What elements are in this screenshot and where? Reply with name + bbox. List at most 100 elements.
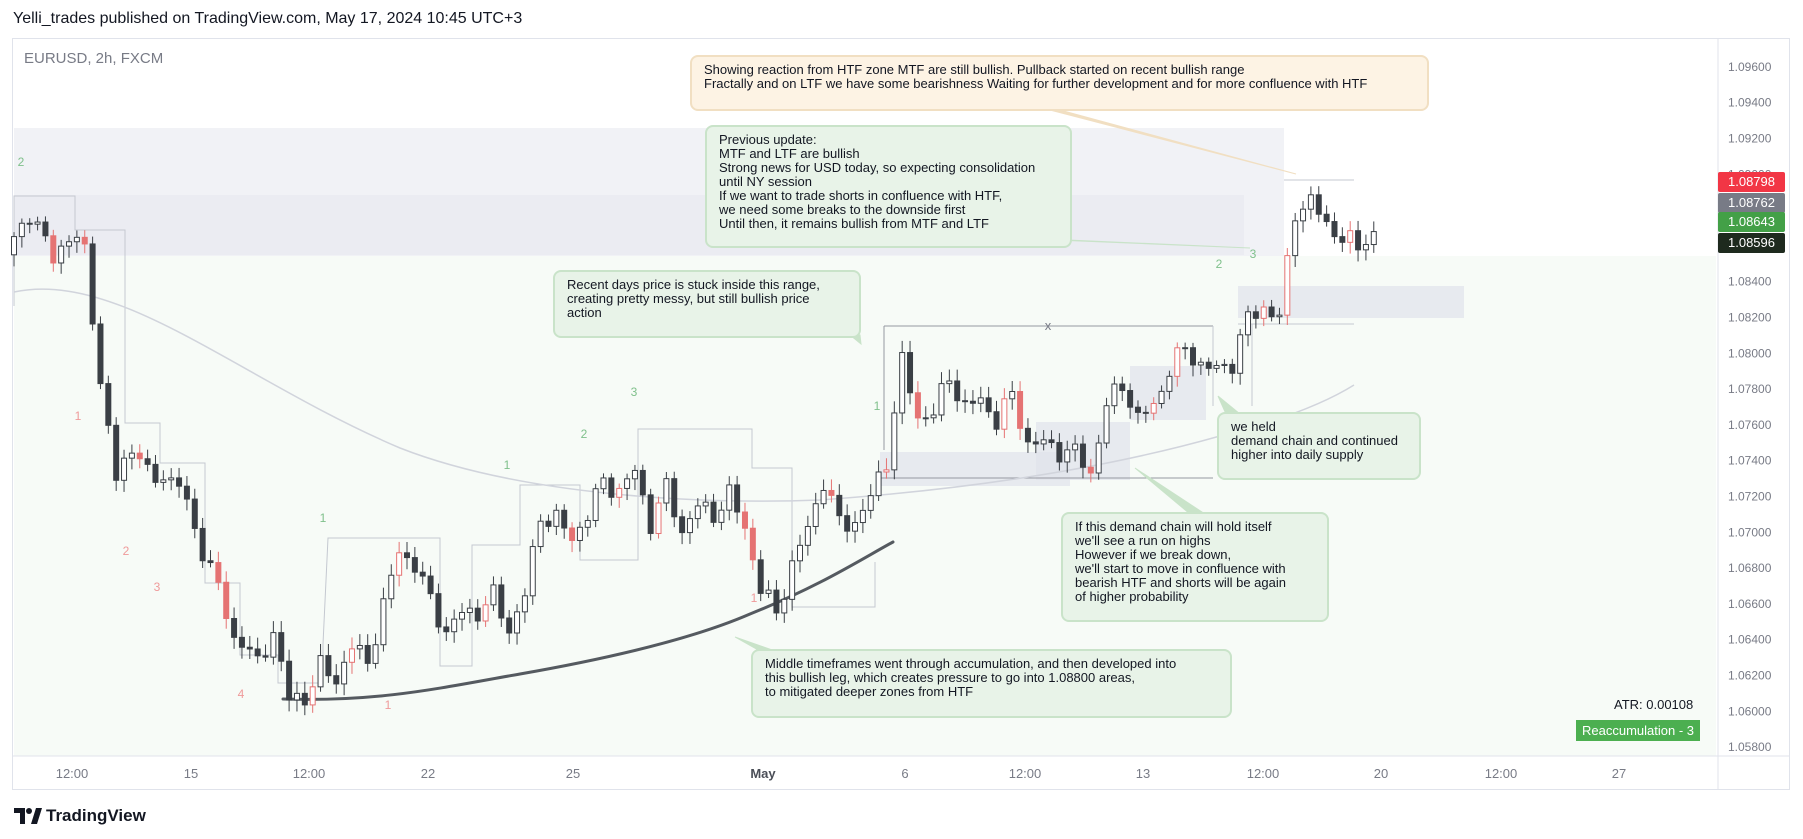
x-tick-8: 13 [1136, 766, 1150, 781]
note-htf-reaction[interactable]: Showing reaction from HTF zone MTF are s… [690, 55, 1429, 111]
candle-body-103 [820, 489, 827, 505]
candle-body-37 [301, 692, 308, 706]
x-tick-6: 6 [901, 766, 908, 781]
candle-body-42 [341, 661, 348, 685]
y-tick-10: 1.07600 [1728, 418, 1772, 432]
symbol-label[interactable]: EURUSD, 2h, FXCM [24, 50, 164, 67]
candle-body-140 [1111, 383, 1118, 407]
candle-body-43 [348, 648, 355, 663]
candle-body-4 [42, 221, 49, 237]
candle-body-116 [922, 417, 929, 420]
candle-body-97 [773, 589, 780, 614]
candle-body-76 [608, 477, 615, 498]
candle-body-31 [254, 648, 261, 657]
candle-body-150 [1190, 347, 1196, 366]
note-previous-update[interactable]: Previous update: MTF and LTF are bullish… [705, 125, 1072, 248]
candle-body-119 [946, 380, 953, 385]
candle-body-101 [804, 525, 811, 546]
candle-body-106 [844, 515, 851, 532]
wave-label-6: 1 [385, 698, 392, 712]
candle-body-68 [545, 520, 552, 527]
candle-body-54 [435, 593, 442, 628]
candle-body-86 [686, 518, 693, 534]
candle-body-127 [1009, 391, 1016, 400]
candle-body-160 [1268, 306, 1275, 318]
candle-body-51 [411, 557, 418, 573]
candle-body-170 [1347, 230, 1354, 243]
candle-body-67 [537, 520, 544, 548]
reaccumulation-badge[interactable]: Reaccumulation - 3 [1576, 720, 1700, 741]
candle-body-149 [1182, 347, 1189, 350]
candle-body-5 [50, 235, 57, 264]
candle-body-63 [506, 617, 513, 634]
candle-body-152 [1205, 361, 1212, 369]
candle-body-161 [1276, 314, 1283, 318]
candle-body-69 [553, 509, 560, 527]
candle-body-11 [97, 323, 104, 385]
candle-body-29 [238, 636, 245, 648]
price-tag-last: 1.08596 [1718, 233, 1785, 253]
x-tick-7: 12:00 [1009, 766, 1042, 781]
tradingview-logo-icon [14, 808, 42, 824]
candle-body-23 [191, 498, 198, 529]
note-demand-chain[interactable]: If this demand chain will hold itself we… [1061, 512, 1329, 622]
wave-label-9: 3 [631, 385, 638, 399]
candle-body-104 [828, 489, 835, 496]
candle-body-102 [812, 503, 819, 527]
candle-body-165 [1307, 194, 1314, 210]
candle-body-172 [1362, 244, 1369, 251]
y-tick-18: 1.06000 [1728, 704, 1772, 718]
wave-label-7: 1 [504, 458, 511, 472]
candle-body-148 [1174, 347, 1181, 377]
candle-body-55 [443, 626, 450, 633]
candle-body-45 [364, 644, 371, 664]
candle-body-10 [89, 243, 96, 325]
candle-body-137 [1087, 466, 1094, 474]
candle-body-56 [451, 618, 458, 633]
candle-body-44 [356, 644, 363, 650]
x-tick-9: 12:00 [1247, 766, 1280, 781]
wave-label-5: 1 [320, 511, 327, 525]
wave-labels: 2 1 2 3 4 1 1 1 2 3 1 1 2 3 [18, 155, 1257, 712]
candle-body-20 [168, 477, 175, 481]
candle-body-80 [639, 469, 646, 496]
candle-body-139 [1103, 405, 1110, 444]
candle-body-57 [459, 611, 466, 620]
candle-body-41 [333, 675, 340, 685]
y-tick-8: 1.08000 [1728, 346, 1772, 360]
candle-body-39 [317, 655, 324, 688]
publisher-line: Yelli_trades published on TradingView.co… [13, 10, 523, 27]
candle-body-48 [388, 574, 395, 600]
y-tick-14: 1.06800 [1728, 561, 1772, 575]
candle-body-168 [1331, 221, 1338, 238]
candle-body-171 [1355, 230, 1362, 251]
supply-zone-htf [14, 128, 1284, 256]
wave-label-1: 1 [75, 409, 82, 423]
candle-body-121 [962, 400, 969, 403]
candle-body-62 [498, 584, 505, 619]
note-accumulation[interactable]: Middle timeframes went through accumulat… [751, 649, 1232, 718]
x-tick-5: May [750, 766, 776, 781]
note-held-demand[interactable]: we held demand chain and continued highe… [1217, 412, 1421, 480]
candle-body-115 [914, 392, 921, 419]
y-tick-19: 1.05800 [1728, 740, 1772, 754]
candle-body-2 [26, 222, 33, 225]
step-structure-line-0 [13, 195, 876, 684]
candle-body-95 [757, 559, 764, 594]
candle-body-122 [969, 400, 976, 404]
x-tick-2: 12:00 [293, 766, 326, 781]
brand-name: TradingView [46, 806, 146, 825]
y-tick-12: 1.07200 [1728, 489, 1772, 503]
y-tick-17: 1.06200 [1728, 668, 1772, 682]
wave-label-13: 3 [1250, 247, 1257, 261]
candle-body-112 [891, 412, 898, 471]
candle-body-164 [1300, 208, 1307, 222]
candle-body-36 [293, 692, 300, 701]
tradingview-brand[interactable]: TradingView [14, 806, 146, 826]
candle-body-12 [105, 383, 112, 426]
y-tick-7: 1.08200 [1728, 310, 1772, 324]
price-tag-high: 1.08798 [1718, 172, 1785, 192]
note-range-stuck[interactable]: Recent days price is stuck inside this r… [553, 270, 861, 338]
wave-label-11: 1 [874, 399, 881, 413]
wave-label-12: 2 [1216, 257, 1223, 271]
